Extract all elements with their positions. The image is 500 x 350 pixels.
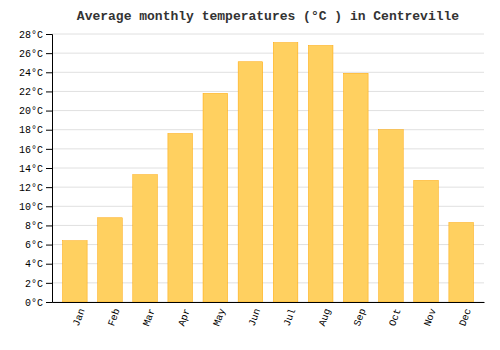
y-tick: 6°C [25, 240, 52, 251]
y-tick-mark [46, 302, 52, 303]
x-tick: Aug [317, 307, 333, 328]
bar [379, 130, 404, 302]
x-axis-line [53, 302, 485, 303]
y-tick-mark [46, 149, 52, 150]
y-tick-label: 0°C [25, 298, 43, 309]
x-tick-label: Dec [457, 307, 473, 328]
x-tick: Oct [387, 307, 403, 328]
bar [203, 93, 228, 302]
y-tick: 12°C [19, 183, 52, 194]
y-tick-mark [46, 187, 52, 188]
bar [133, 175, 158, 302]
x-tick: Jan [71, 307, 87, 328]
y-tick-label: 24°C [19, 68, 43, 79]
y-tick: 0°C [25, 298, 52, 309]
y-tick: 10°C [19, 202, 52, 213]
x-tick: Mar [141, 307, 157, 328]
x-tick-label: Mar [141, 307, 157, 328]
y-axis: 0°C 2°C 4°C 6°C 8°C 10°C 12°C 14°C 16°C 18°C 20°C 2… [19, 30, 53, 309]
bar [344, 73, 369, 302]
x-tick: Nov [422, 307, 438, 328]
bar [273, 43, 298, 302]
title: Average monthly temperatures (°C ) in Ce… [77, 9, 459, 24]
x-tick: Sep [352, 307, 368, 328]
x-tick: Dec [457, 307, 473, 328]
plot: 0°C 2°C 4°C 6°C 8°C 10°C 12°C 14°C 16°C 18°C 20°C 2… [19, 30, 485, 328]
y-tick-mark [46, 91, 52, 92]
y-tick-label: 22°C [19, 87, 43, 98]
y-tick-mark [46, 264, 52, 265]
x-tick-label: Sep [352, 307, 368, 328]
x-tick-label: Jun [247, 307, 263, 328]
y-tick-label: 14°C [19, 164, 43, 175]
y-tick-label: 26°C [19, 49, 43, 60]
y-tick-mark [46, 72, 52, 73]
x-tick-label: Oct [387, 307, 403, 328]
grid-line [52, 110, 484, 111]
y-tick-label: 8°C [25, 221, 43, 232]
y-tick: 8°C [25, 221, 52, 232]
y-tick: 24°C [19, 68, 52, 79]
y-tick-mark [46, 111, 52, 112]
y-tick: 4°C [25, 259, 52, 270]
x-tick: Jul [282, 307, 298, 328]
bar [414, 180, 439, 302]
y-tick-mark [46, 130, 52, 131]
y-tick: 26°C [19, 49, 52, 60]
grid-line [52, 72, 484, 73]
y-tick: 18°C [19, 125, 52, 136]
y-axis-line [46, 35, 53, 303]
x-tick-label: Nov [422, 307, 438, 328]
y-tick-label: 2°C [25, 279, 43, 290]
y-tick-label: 28°C [19, 30, 43, 41]
x-tick-label: Jan [71, 307, 87, 328]
chart: 0°C 2°C 4°C 6°C 8°C 10°C 12°C 14°C 16°C 18°C 20°C 2… [0, 0, 500, 350]
x-tick: Feb [106, 307, 122, 328]
x-axis: Jan Feb Mar Apr May Jun Jul Aug Sep Oct Nov Dec [53, 303, 485, 328]
bar [238, 62, 263, 302]
bar [308, 45, 333, 302]
x-tick: May [212, 307, 228, 328]
x-tick-label: Jul [282, 307, 298, 328]
y-tick: 16°C [19, 145, 52, 156]
y-tick-mark [46, 34, 52, 35]
grid-line [52, 34, 484, 35]
bar [98, 218, 123, 302]
y-tick-mark [46, 53, 52, 54]
y-tick-mark [46, 245, 52, 246]
bar [63, 241, 88, 302]
y-tick-label: 10°C [19, 202, 43, 213]
y-tick-mark [46, 206, 52, 207]
grid-line [52, 91, 484, 92]
grid [52, 34, 484, 302]
y-tick-label: 18°C [19, 125, 43, 136]
x-tick-label: May [212, 307, 228, 328]
grid-line [52, 148, 484, 149]
bar [168, 134, 193, 302]
grid-line [52, 168, 484, 169]
y-tick-label: 12°C [19, 183, 43, 194]
bar [449, 223, 474, 302]
y-tick-label: 6°C [25, 240, 43, 251]
x-tick-label: Feb [106, 307, 122, 328]
y-tick: 20°C [19, 106, 52, 117]
grid-line [52, 53, 484, 54]
x-tick-label: Apr [176, 307, 192, 328]
bars [63, 43, 474, 302]
y-tick-label: 4°C [25, 259, 43, 270]
y-tick-mark [46, 168, 52, 169]
y-tick: 2°C [25, 279, 52, 290]
y-tick-mark [46, 283, 52, 284]
y-tick-mark [46, 225, 52, 226]
grid-line [52, 129, 484, 130]
y-tick-label: 20°C [19, 106, 43, 117]
y-tick-label: 16°C [19, 145, 43, 156]
y-tick: 14°C [19, 164, 52, 175]
y-tick: 22°C [19, 87, 52, 98]
y-tick: 28°C [19, 30, 52, 41]
x-tick-label: Aug [317, 307, 333, 328]
x-tick: Apr [176, 307, 192, 328]
x-tick: Jun [247, 307, 263, 328]
